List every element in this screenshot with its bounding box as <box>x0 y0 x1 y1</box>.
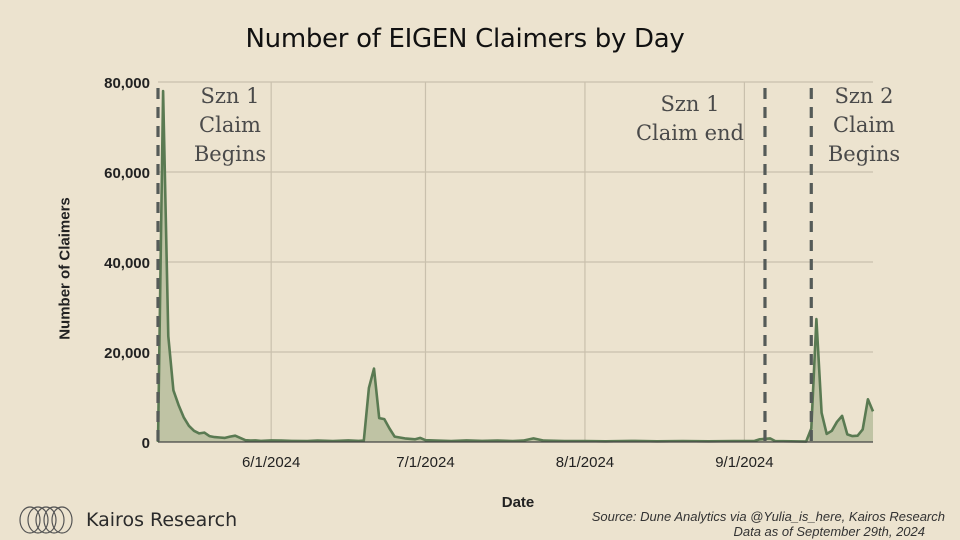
y-tick-label: 20,000 <box>104 345 150 362</box>
annotation-szn1-begins: Szn 1 Claim Begins <box>193 84 267 166</box>
x-tick-label: 8/1/2024 <box>556 454 614 471</box>
y-tick-label: 40,000 <box>104 255 150 272</box>
y-tick-label: 60,000 <box>104 165 150 182</box>
source-line: Source: Dune Analytics via @Yulia_is_her… <box>591 509 945 524</box>
x-tick-label: 9/1/2024 <box>715 454 773 471</box>
x-tick-label: 7/1/2024 <box>396 454 454 471</box>
tick-labels: 0 20,000 40,000 60,000 80,000 6/1/2024 7/1/202… <box>104 75 773 471</box>
y-tick-label: 80,000 <box>104 75 150 92</box>
grid <box>158 81 873 442</box>
source-note: Source: Dune Analytics via @Yulia_is_her… <box>592 509 945 539</box>
data-date-line: Data as of September 29th, 2024 <box>733 524 925 539</box>
brand-logo: Kairos Research <box>18 505 237 535</box>
rings-icon <box>19 506 73 534</box>
x-axis-label: Date <box>501 494 535 511</box>
brand-name: Kairos Research <box>86 509 238 531</box>
y-tick-label: 0 <box>142 435 150 452</box>
series-area <box>156 89 875 443</box>
series-line <box>156 89 875 443</box>
chart-title: Number of EIGEN Claimers by Day <box>245 24 685 54</box>
event-markers <box>156 88 813 442</box>
annotation-szn1-end: Szn 1 Claim end <box>635 92 744 145</box>
annotation-szn2-begins: Szn 2 Claim Begins <box>827 84 901 166</box>
y-axis-label: Number of Claimers <box>56 197 74 340</box>
x-tick-label: 6/1/2024 <box>242 454 300 471</box>
